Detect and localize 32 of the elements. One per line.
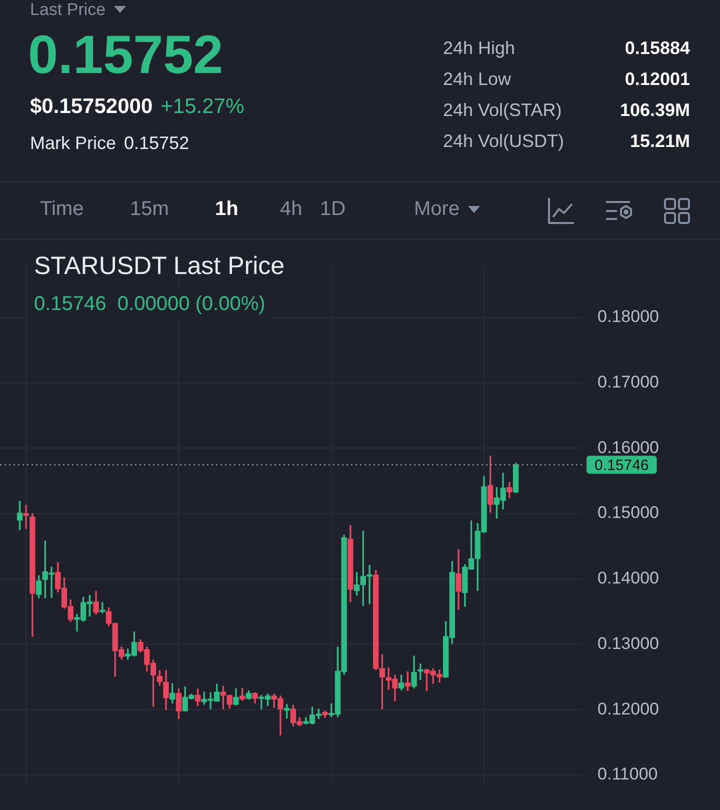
text: 106.39M xyxy=(620,100,690,121)
text: Last Price xyxy=(30,0,106,20)
text: +15.27% xyxy=(160,95,244,118)
ref-line-label: 0.15746 xyxy=(594,456,649,474)
text: 24h Low xyxy=(443,69,512,90)
y-tick-label: 0.17000 xyxy=(598,372,659,392)
text: 0.12001 xyxy=(624,69,690,90)
y-tick-label: 0.16000 xyxy=(598,438,659,457)
text: Mark Price xyxy=(30,133,116,153)
text: 24h Vol(USDT) xyxy=(443,131,564,152)
y-tick-label: 0.11000 xyxy=(598,764,658,784)
text: 0.15884 xyxy=(624,38,690,59)
text: 24h High xyxy=(443,38,516,59)
y-tick-label: 0.15000 xyxy=(598,503,659,522)
text: 4h xyxy=(280,198,302,221)
y-tick-label: 0.14000 xyxy=(598,568,659,588)
chart-title: STARUSDT Last Price xyxy=(34,252,285,281)
candlestick xyxy=(23,504,29,529)
text: 0.15752 xyxy=(28,25,224,85)
text: 1h xyxy=(215,198,238,221)
y-tick-label: 0.12000 xyxy=(598,699,659,718)
text: 24h Vol(STAR) xyxy=(443,100,562,121)
y-tick-label: 0.18000 xyxy=(598,307,659,326)
text: More xyxy=(414,198,460,221)
text: 15m xyxy=(130,198,169,221)
text: $0.15752000 xyxy=(30,95,153,118)
text: 1D xyxy=(320,198,346,221)
text: 15.21M xyxy=(630,131,690,152)
text: Time xyxy=(40,198,84,221)
text: 0.15752 xyxy=(124,133,190,153)
text: 0.15746 0.00000 (0.00%) xyxy=(28,291,272,318)
y-tick-label: 0.13000 xyxy=(598,634,659,653)
